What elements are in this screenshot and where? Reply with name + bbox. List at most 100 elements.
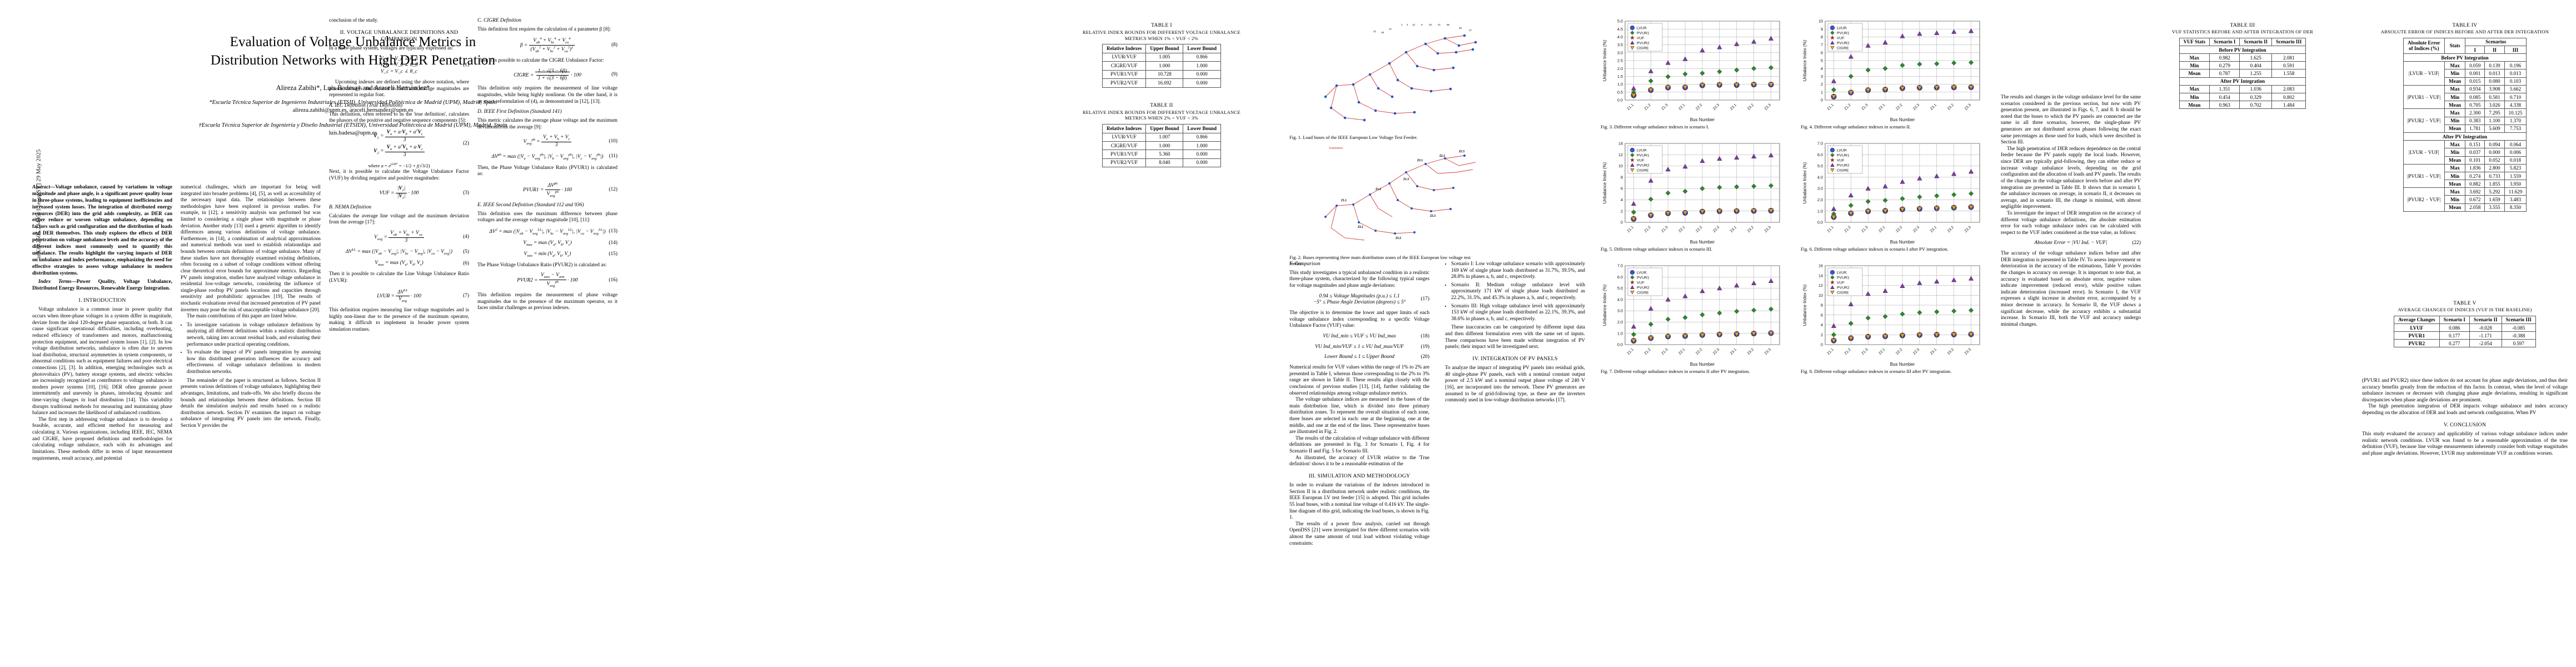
subsection-ieee2-heading: E. IEEE Second Definition (Standard 112 …	[477, 202, 584, 208]
eq8-number: (8)	[611, 42, 617, 48]
svg-text:Z2.1: Z2.1	[1417, 159, 1423, 162]
list-item: Scenario III: High voltage unbalance lev…	[1451, 303, 1585, 323]
table-4-number: TABLE IV	[2452, 22, 2478, 28]
table-3-number: TABLE III	[2230, 22, 2255, 28]
chart-fig5: 0 2 4 6 8 10 12 14 Z1.1 Z1.2 Z1.3 Z2.1 Z2.2 Z2.3 Z3.1 Z…	[1601, 139, 1784, 245]
col3-nema-text: Calculates the average line voltage and …	[329, 213, 469, 226]
page-title: Evaluation of Voltage Unbalance Metrics …	[22, 33, 684, 69]
svg-text:Z3.2: Z3.2	[1747, 225, 1755, 233]
col3-iec-text: This definition, often referred to as th…	[329, 111, 469, 124]
col7-a: (PVUR1 and PVUR2) since these indices do…	[2362, 378, 2568, 403]
svg-text:10: 10	[1818, 293, 1823, 298]
svg-text:VUF: VUF	[1837, 37, 1845, 41]
svg-text:Z3.3: Z3.3	[1764, 347, 1772, 356]
svg-text:CIGRE: CIGRE	[1837, 47, 1849, 51]
svg-text:21: 21	[1373, 30, 1377, 33]
col4-c2: Then it is possible to calculate the CIG…	[477, 58, 604, 64]
table-row: LVUF 0.086 -0.028 -0.085	[2394, 323, 2536, 332]
equation-15: Vmin = min (Va, Vb, Vc) (15)	[524, 251, 617, 258]
table-row: PVUR1/VUF 5.360 0.000	[1102, 150, 1221, 159]
eq20-body: Lower Bound ≤ 1 ≤ Upper Bound	[1324, 354, 1394, 360]
col5-f6: As illustrated, the accuracy of LVUR rel…	[1289, 455, 1429, 467]
equation-7: LVUR = ΔVLL Vavg · 100 (7)	[377, 288, 469, 303]
equation-18: VU Ind_min ≤ VUF ≤ VU Ind_max (18)	[1289, 334, 1429, 340]
svg-text:2: 2	[1821, 332, 1823, 337]
svg-text:Z3.1: Z3.1	[1730, 347, 1738, 356]
eq9-number: (9)	[611, 72, 617, 78]
table-2-caption-line2: METRICS WHEN 2% < VUF < 3%	[1125, 115, 1198, 121]
svg-text:Z2.2: Z2.2	[1695, 347, 1703, 356]
list-item: To investigate variations in voltage unb…	[187, 322, 321, 348]
svg-text:Z1.1: Z1.1	[1627, 225, 1635, 233]
svg-text:7: 7	[1821, 42, 1823, 47]
chart-fig3: 0.0 0.5 1.0 1.5 2.0 2.5 3.0 3.5 4.0 4.5 5.0 Z1.1 Z1.…	[1601, 17, 1784, 122]
svg-text:Bus Number: Bus Number	[1690, 117, 1715, 122]
eq17-line2: −5° ≤ Phase Angle Deviation (degrees) ≤ …	[1313, 300, 1406, 306]
svg-text:PVUR2: PVUR2	[1837, 42, 1850, 46]
svg-text:CIGRE: CIGRE	[1837, 291, 1849, 295]
svg-text:CIGRE: CIGRE	[1637, 291, 1649, 295]
svg-text:6: 6	[1621, 186, 1623, 191]
author-list: Alireza Zabihi*, Luis Badesa† and Aracel…	[276, 84, 430, 92]
table-row: Absolute Error of Indices (%) Stats Scena…	[2403, 37, 2527, 54]
svg-text:Z2.3: Z2.3	[1912, 103, 1921, 111]
index-label: |PVUR2 − VUF|	[2403, 187, 2445, 212]
svg-text:16: 16	[1818, 263, 1823, 268]
svg-text:Bus Number: Bus Number	[1690, 240, 1715, 245]
svg-text:Z3.1: Z3.1	[1930, 103, 1938, 111]
svg-text:4.0: 4.0	[1617, 297, 1623, 302]
equation-5: ΔVLL = max (|Vab − Vavg|, |Vbc − Vavg|, …	[346, 248, 469, 256]
svg-text:12: 12	[1618, 152, 1623, 157]
equation-21: Absolute Error = |VU Ind. − VUF| (22)	[2001, 240, 2141, 247]
table-row: Mean 0.705 3.026 4.338	[2403, 101, 2527, 109]
svg-text:Z2.3: Z2.3	[1912, 347, 1921, 356]
intro-paragraph-2: The first step in addressing voltage unb…	[32, 416, 172, 461]
eq11-number: (11)	[609, 153, 617, 160]
svg-text:0.5: 0.5	[1617, 89, 1623, 94]
equation-12: PVUR1 = ΔVph Vavgph · 100 (12)	[522, 182, 617, 198]
col5-f-text: This study investigates a typical unbala…	[1289, 270, 1429, 288]
svg-text:Z1.1: Z1.1	[1827, 347, 1835, 356]
col3-upcoming: Upcoming indexes are defined using the a…	[329, 79, 469, 98]
svg-text:Z3.2: Z3.2	[1947, 225, 1955, 233]
scatter-plot: 0 2 4 6 8 10 12 14 16 Z1.1 Z1.2 Z1.3 Z2.1 Z2.2 Z2.3 Z3.…	[1802, 263, 1980, 367]
th: Upper Bound	[1145, 44, 1184, 53]
index-label: |LVUR − VUF|	[2403, 140, 2445, 165]
svg-text:PVUR2: PVUR2	[1637, 42, 1650, 46]
svg-text:10: 10	[1818, 19, 1823, 24]
svg-text:3.0: 3.0	[1617, 308, 1623, 313]
svg-text:2: 2	[1621, 208, 1623, 213]
table-row: |PVUR1 − VUF| Max 0.934 3.908 5.662	[2403, 84, 2527, 109]
section-simulation-heading: III. SIMULATION AND METHODOLOGY	[1308, 472, 1411, 479]
eq1-number: (1)	[463, 62, 469, 68]
table-row: Mean 0.963 0.702 1.484	[2179, 101, 2306, 109]
equation-16: PVUR2 = Vmax − Vmin Vavgph · 100 (16)	[517, 272, 617, 288]
svg-text:Z3.3: Z3.3	[1964, 225, 1972, 233]
col3-b3: This definition requires measuring line …	[329, 307, 469, 333]
eq19-body: VU Ind_min/VUF ≤ 1 ≤ VU Ind_max/VUF	[1315, 344, 1404, 350]
col6-a: These inaccuracies can be categorized by…	[1445, 325, 1585, 350]
column-2: numerical challenges, which are importan…	[181, 185, 321, 651]
table-row: PVUR1 0.177 -1.171 -0.388	[2394, 331, 2536, 340]
table-row: Min 0.672 1.659 3.483	[2403, 195, 2527, 204]
table-row: After PV Integration	[2403, 132, 2527, 141]
svg-text:1.0: 1.0	[1617, 82, 1623, 87]
svg-text:8: 8	[1821, 34, 1823, 39]
chart-fig7: 0.0 1.0 2.0 3.0 4.0 5.0 6.0 7.0 Z1.1 Z1.2 Z1.3 Z2.1…	[1601, 261, 1784, 367]
table-row: Before PV Integration	[2403, 53, 2527, 62]
svg-text:Z1.2: Z1.2	[1376, 188, 1381, 191]
svg-text:2.0: 2.0	[1817, 197, 1823, 202]
svg-text:Z1.2: Z1.2	[1843, 103, 1852, 111]
figure-1-wrapper: 1 4 12 8 34 41 55 49 47 21 29 37 Fig. 1. Load bu…	[1289, 19, 1506, 141]
svg-text:6.0: 6.0	[1817, 152, 1823, 157]
svg-text:1.5: 1.5	[1617, 74, 1623, 79]
svg-text:10: 10	[1618, 163, 1623, 168]
svg-text:Z2.3: Z2.3	[1712, 225, 1721, 233]
svg-text:Z1.2: Z1.2	[1643, 103, 1652, 111]
svg-text:PVUR1: PVUR1	[1637, 154, 1650, 158]
table-1-caption-line1: RELATIVE INDEX BOUNDS FOR DIFFERENT VOLT…	[1082, 29, 1241, 35]
svg-text:12: 12	[1412, 23, 1416, 26]
table-5: Average Changes Scenario I Scenario II S…	[2394, 315, 2536, 348]
index-label: |PVUR1 − VUF|	[2403, 163, 2445, 188]
